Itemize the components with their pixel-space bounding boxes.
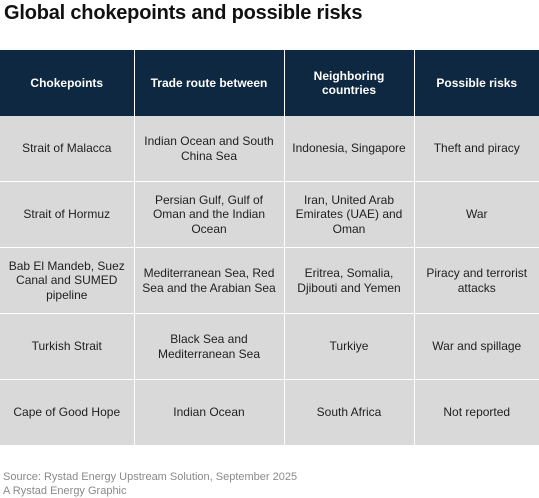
cell-possible-risks: War — [414, 181, 539, 248]
column-header-trade-route: Trade route between — [134, 50, 285, 116]
cell-trade-route: Black Sea and Mediterranean Sea — [134, 313, 285, 380]
table-row: Bab El Mandeb, Suez Canal and SUMED pipe… — [0, 247, 539, 314]
cell-trade-route: Persian Gulf, Gulf of Oman and the India… — [134, 181, 285, 248]
cell-chokepoint: Strait of Malacca — [0, 116, 135, 182]
cell-chokepoint: Turkish Strait — [0, 313, 135, 380]
cell-neighboring-countries: South Africa — [284, 379, 415, 446]
cell-neighboring-countries: Turkiye — [284, 313, 415, 380]
cell-neighboring-countries: Indonesia, Singapore — [284, 116, 415, 182]
cell-chokepoint: Strait of Hormuz — [0, 181, 135, 248]
cell-chokepoint: Cape of Good Hope — [0, 379, 135, 446]
table-row: Strait of Hormuz Persian Gulf, Gulf of O… — [0, 181, 539, 248]
cell-possible-risks: Not reported — [414, 379, 539, 446]
cell-trade-route: Indian Ocean — [134, 379, 285, 446]
cell-chokepoint: Bab El Mandeb, Suez Canal and SUMED pipe… — [0, 247, 135, 314]
cell-possible-risks: Piracy and terrorist attacks — [414, 247, 539, 314]
cell-neighboring-countries: Eritrea, Somalia, Djibouti and Yemen — [284, 247, 415, 314]
table-header-row: Chokepoints Trade route between Neighbor… — [0, 50, 539, 116]
cell-neighboring-countries: Iran, United Arab Emirates (UAE) and Oma… — [284, 181, 415, 248]
table-row: Cape of Good Hope Indian Ocean South Afr… — [0, 379, 539, 446]
column-header-chokepoints: Chokepoints — [0, 50, 135, 116]
column-header-possible-risks: Possible risks — [414, 50, 539, 116]
table-row: Turkish Strait Black Sea and Mediterrane… — [0, 313, 539, 380]
chart-title: Global chokepoints and possible risks — [4, 2, 363, 24]
cell-possible-risks: War and spillage — [414, 313, 539, 380]
cell-possible-risks: Theft and piracy — [414, 116, 539, 182]
chokepoints-table: Chokepoints Trade route between Neighbor… — [0, 50, 539, 446]
cell-trade-route: Mediterranean Sea, Red Sea and the Arabi… — [134, 247, 285, 314]
column-header-neighboring-countries: Neighboring countries — [284, 50, 415, 116]
table-row: Strait of Malacca Indian Ocean and South… — [0, 116, 539, 182]
cell-trade-route: Indian Ocean and South China Sea — [134, 116, 285, 182]
source-note: Source: Rystad Energy Upstream Solution,… — [3, 471, 298, 483]
graphic-credit: A Rystad Energy Graphic — [3, 485, 127, 497]
